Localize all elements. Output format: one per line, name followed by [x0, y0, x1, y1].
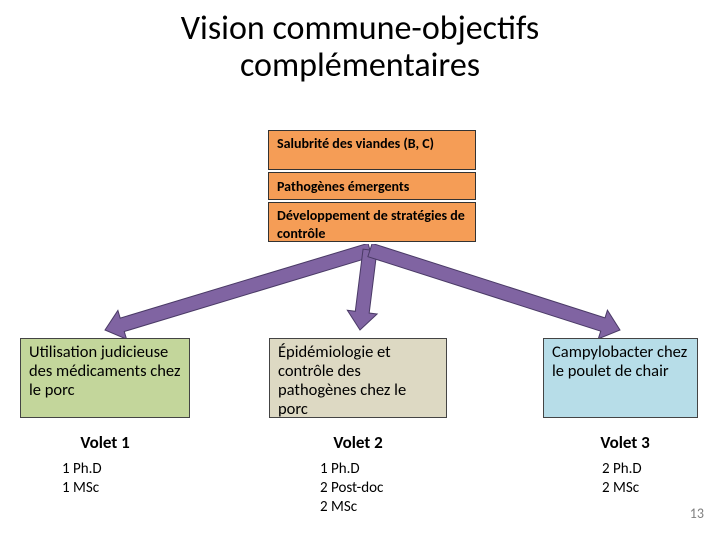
volet-3-people: 2 Ph.D2 MSc — [602, 460, 720, 498]
volet-1-people: 1 Ph.D1 MSc — [62, 460, 232, 498]
volet-1-box: Utilisation judicieuse des médicaments c… — [20, 338, 190, 418]
objective-row-3: Développement de stratégies de contrôle — [268, 202, 476, 242]
slide-number: 13 — [690, 505, 704, 522]
arrows-svg — [0, 244, 720, 339]
objective-row-2: Pathogènes émergents — [268, 172, 476, 200]
volet-2-label: Volet 2 — [273, 432, 443, 453]
volet-3-label: Volet 3 — [540, 432, 710, 453]
volet-2-box: Épidémiologie et contrôle des pathogènes… — [269, 338, 447, 418]
slide-title: Vision commune-objectifs complémentaires — [0, 0, 720, 85]
volet-2-people: 1 Ph.D2 Post-doc2 MSc — [320, 460, 490, 516]
volet-1-label: Volet 1 — [20, 432, 190, 453]
title-line-2: complémentaires — [240, 45, 480, 86]
objective-row-1: Salubrité des viandes (B, C) — [268, 130, 476, 170]
title-line-1: Vision commune-objectifs — [181, 8, 539, 49]
volet-3-box: Campylobacter chez le poulet de chair — [543, 338, 698, 418]
